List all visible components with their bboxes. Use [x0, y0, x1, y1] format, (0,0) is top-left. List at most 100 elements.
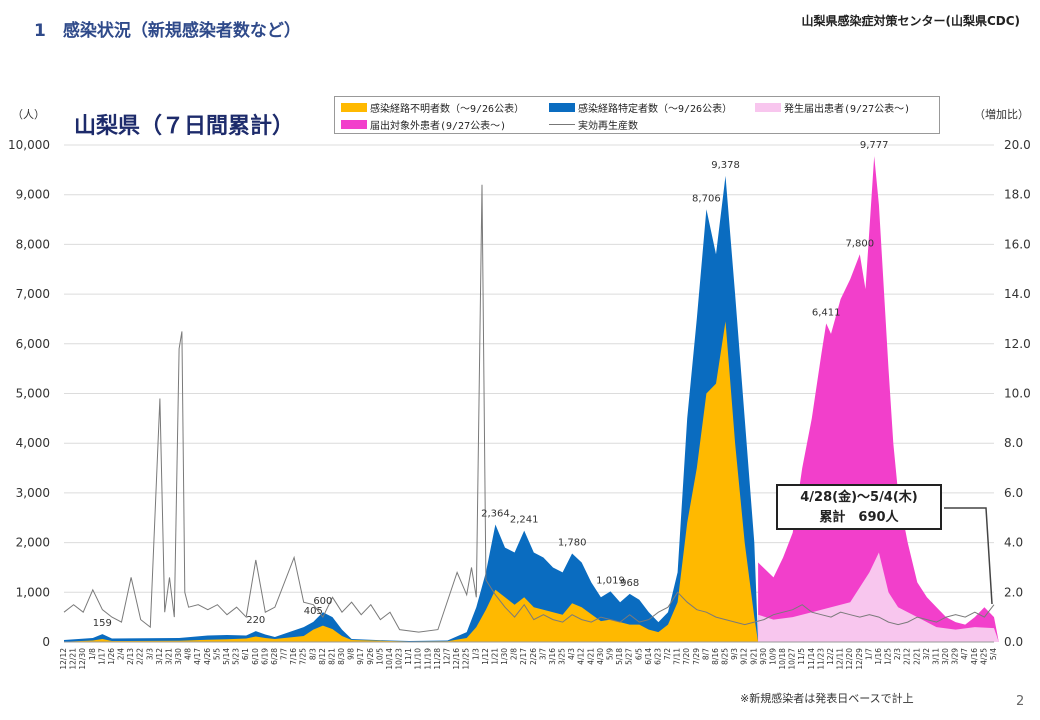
peak-label: 9,777 — [860, 140, 889, 151]
x-date-label: 9/3 — [730, 648, 739, 660]
report-area — [758, 552, 999, 642]
x-date-label: 2/17 — [519, 648, 528, 665]
x-date-label: 9/8 — [347, 648, 356, 660]
x-date-label: 7/25 — [299, 648, 308, 665]
x-date-label: 3/16 — [548, 648, 557, 665]
x-date-label: 1/3 — [471, 648, 480, 660]
legend-label-known: 感染経路特定者数（～9/26公表） — [578, 104, 733, 115]
legend-swatch-unknown — [341, 103, 367, 112]
x-date-label: 12/20 — [845, 648, 854, 670]
x-date-label: 12/12 — [59, 648, 68, 670]
x-date-label: 5/27 — [625, 648, 634, 665]
x-date-label: 11/23 — [816, 648, 825, 670]
organization-name: 山梨県感染症対策センター(山梨県CDC) — [801, 14, 1020, 28]
x-date-label: 2/8 — [510, 648, 519, 660]
x-date-label: 4/12 — [577, 648, 586, 665]
x-date-label: 6/19 — [260, 648, 269, 665]
y2-tick-label: 16.0 — [1004, 237, 1031, 251]
y2-tick-label: 20.0 — [1004, 138, 1031, 152]
x-date-label: 1/21 — [490, 648, 499, 665]
area-series — [64, 156, 999, 642]
x-date-label: 2/22 — [136, 648, 145, 665]
y-tick-label: 0 — [42, 635, 50, 649]
x-date-label: 8/30 — [337, 648, 346, 665]
peak-label: 1,019 — [596, 575, 625, 586]
y-tick-label: 7,000 — [16, 287, 50, 301]
x-date-label: 5/9 — [606, 648, 615, 660]
x-date-label: 10/23 — [395, 648, 404, 670]
legend-label-rt: 実効再生産数 — [578, 121, 638, 132]
x-date-label: 3/7 — [538, 648, 547, 660]
x-date-label: 3/20 — [941, 648, 950, 665]
y-tick-label: 4,000 — [16, 436, 50, 450]
legend-item-exempt: 届出対象外患者(9/27公表～) — [341, 117, 506, 132]
legend-swatch-rt — [549, 124, 575, 125]
x-date-label: 3/25 — [558, 648, 567, 665]
x-date-label: 4/16 — [970, 648, 979, 665]
x-date-label: 12/11 — [836, 648, 845, 670]
y-tick-label: 1,000 — [16, 585, 50, 599]
x-date-label: 9/12 — [740, 648, 749, 665]
x-date-label: 3/30 — [174, 648, 183, 665]
x-date-label: 5/18 — [615, 648, 624, 665]
callout-pointer — [944, 507, 993, 605]
x-date-label: 6/1 — [241, 648, 250, 660]
legend-item-rt: 実効再生産数 — [549, 117, 638, 132]
x-date-label: 9/30 — [759, 648, 768, 665]
peak-label: 2,241 — [510, 515, 539, 526]
x-date-label: 9/26 — [366, 648, 375, 665]
x-date-label: 4/21 — [586, 648, 595, 665]
legend-label-exempt: 届出対象外患者(9/27公表～) — [370, 121, 507, 132]
chart-title: 山梨県（７日間累計） — [74, 114, 295, 139]
x-date-label: 12/21 — [69, 648, 78, 670]
x-date-label: 6/14 — [644, 648, 653, 665]
x-date-label: 12/7 — [443, 648, 452, 665]
x-date-label: 2/12 — [903, 648, 912, 665]
x-date-label: 2/13 — [126, 648, 135, 665]
x-date-label: 1/26 — [107, 648, 116, 665]
x-date-label: 7/29 — [692, 648, 701, 665]
peak-label: 9,378 — [711, 160, 740, 171]
x-date-label: 6/28 — [270, 648, 279, 665]
footnote: ※新規感染者は発表日ベースで計上 — [740, 692, 914, 705]
y2-tick-label: 14.0 — [1004, 287, 1031, 301]
y-tick-label: 3,000 — [16, 486, 50, 500]
x-date-label: 1/25 — [884, 648, 893, 665]
x-date-label: 4/8 — [184, 648, 193, 660]
x-date-label: 8/12 — [318, 648, 327, 665]
x-date-label: 3/2 — [922, 648, 931, 660]
y2-tick-label: 18.0 — [1004, 188, 1031, 202]
x-date-label: 10/5 — [375, 648, 384, 665]
y-tick-label: 2,000 — [16, 536, 50, 550]
peak-label: 2,364 — [481, 509, 510, 520]
x-date-label: 8/3 — [308, 648, 317, 660]
x-date-label: 11/10 — [414, 648, 423, 670]
x-date-label: 11/28 — [433, 648, 442, 670]
x-date-label: 1/17 — [97, 648, 106, 665]
peak-label: 405 — [304, 606, 323, 617]
x-date-label: 2/4 — [117, 648, 126, 660]
left-axis-ticks: 0 1,000 2,000 3,000 4,000 5,000 6,000 7,000 8,00… — [8, 138, 50, 649]
x-date-label: 7/11 — [673, 648, 682, 665]
page-number: 2 — [1016, 694, 1025, 709]
rt-line — [63, 184, 995, 633]
x-date-label: 4/30 — [596, 648, 605, 665]
x-date-label: 3/29 — [951, 648, 960, 665]
x-date-label: 4/26 — [203, 648, 212, 665]
x-date-label: 11/14 — [807, 648, 816, 670]
x-date-label: 1/30 — [500, 648, 509, 665]
x-date-label: 12/16 — [452, 648, 461, 670]
y-tick-label: 8,000 — [16, 237, 50, 251]
x-date-label: 1/7 — [864, 648, 873, 660]
x-date-label: 7/7 — [280, 648, 289, 660]
x-date-label: 11/5 — [797, 648, 806, 665]
x-date-label: 12/29 — [855, 648, 864, 670]
x-date-label: 6/5 — [634, 648, 643, 660]
x-date-label: 10/9 — [769, 648, 778, 665]
peak-label: 220 — [246, 615, 265, 626]
x-date-label: 10/14 — [385, 648, 394, 670]
x-date-label: 5/14 — [222, 648, 231, 665]
x-date-label: 8/16 — [711, 648, 720, 665]
x-date-label: 7/2 — [663, 648, 672, 660]
